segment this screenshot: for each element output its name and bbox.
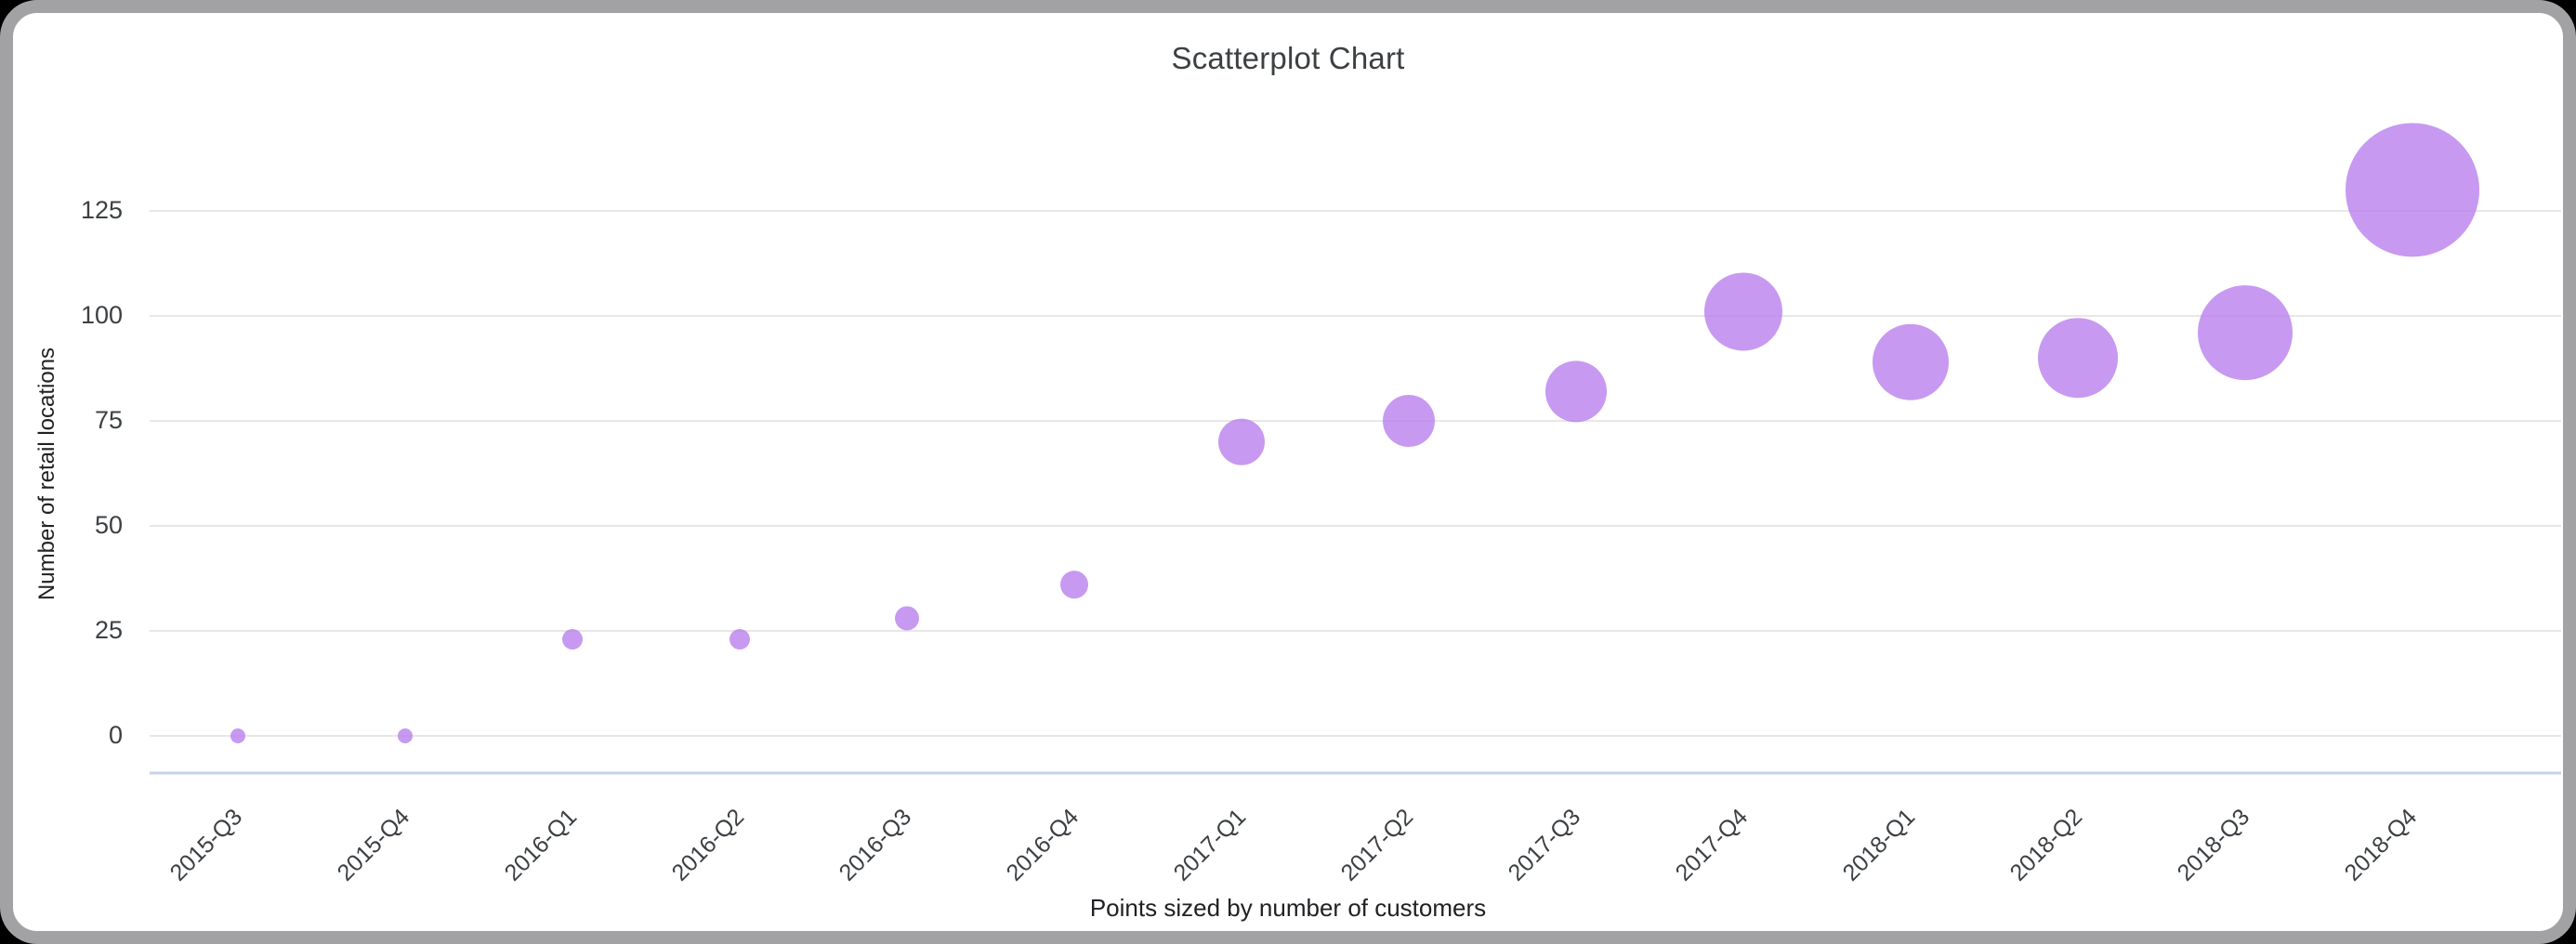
bubble-point[interactable]: [2198, 285, 2293, 381]
bubble-point[interactable]: [729, 629, 750, 650]
x-axis-caption: Points sized by number of customers: [1089, 894, 1487, 922]
bubble-point[interactable]: [1873, 323, 1949, 400]
bubble-point[interactable]: [2038, 318, 2118, 399]
y-tick-label: 100: [80, 301, 123, 329]
scatter-plot: [150, 123, 2561, 775]
bubble-point[interactable]: [1545, 361, 1607, 423]
bubble-point[interactable]: [1704, 272, 1782, 351]
bubble-point[interactable]: [2346, 123, 2479, 257]
y-tick-label: 125: [80, 196, 123, 224]
y-tick-label: 50: [94, 511, 123, 539]
bubble-point[interactable]: [1218, 418, 1265, 465]
bubble-point[interactable]: [230, 728, 245, 743]
bubble-point[interactable]: [1060, 570, 1088, 599]
y-tick-label: 25: [94, 616, 123, 644]
bubble-point[interactable]: [562, 629, 583, 650]
chart-title: Scatterplot Chart: [1171, 41, 1405, 75]
bubble-point[interactable]: [895, 606, 919, 631]
bubble-point[interactable]: [1383, 395, 1435, 447]
y-tick-label: 75: [94, 406, 123, 434]
bubble-point[interactable]: [398, 728, 413, 743]
y-tick-label: 0: [108, 721, 123, 749]
